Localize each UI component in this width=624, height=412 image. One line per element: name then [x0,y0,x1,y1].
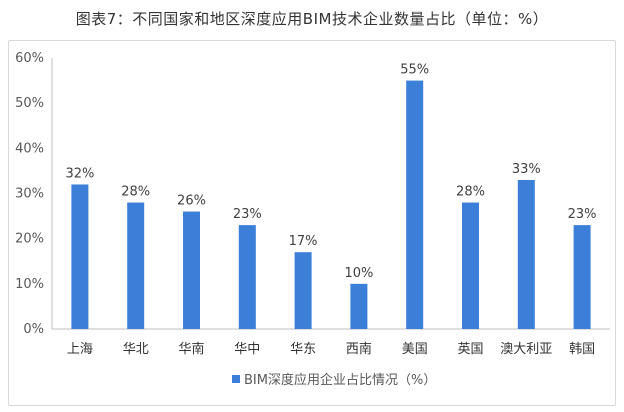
bar [294,252,312,329]
x-tick-label: 华北 [123,342,149,357]
y-tick-label: 30% [15,187,44,202]
y-tick-label: 40% [15,141,44,156]
bar [406,80,424,329]
bar [350,283,368,329]
chart-border [8,40,616,406]
bar [71,184,89,329]
x-tick-label: 华东 [290,342,316,357]
data-label: 33% [512,162,541,177]
x-tick-label: 韩国 [569,342,595,357]
bar [238,225,256,329]
bar [183,211,200,329]
bar [462,202,479,329]
data-label: 28% [121,185,150,200]
x-tick-label: 英国 [457,342,483,357]
y-tick-label: 60% [15,51,44,66]
data-label: 55% [400,63,429,78]
bar [127,202,145,329]
bar [573,225,591,329]
data-label: 23% [568,207,597,222]
y-tick-label: 20% [15,232,44,247]
y-tick-label: 10% [15,277,44,292]
y-tick-label: 0% [23,322,44,337]
x-tick-label: 上海 [67,342,93,357]
x-tick-label: 美国 [402,342,428,357]
chart-title: 图表7：不同国家和地区深度应用BIM技术企业数量占比（单位：%） [75,10,549,28]
data-label: 10% [344,266,373,281]
data-label: 23% [233,207,262,222]
x-tick-label: 华中 [234,342,260,357]
legend-swatch [232,375,240,383]
x-tick-label: 西南 [346,341,372,357]
data-label: 26% [177,194,206,209]
data-label: 28% [456,185,485,200]
data-label: 17% [289,234,318,249]
y-tick-label: 50% [15,96,44,111]
legend-label: BIM深度应用企业占比情况（%） [244,372,436,388]
data-label: 32% [65,166,94,181]
x-tick-label: 华南 [178,341,204,357]
x-tick-label: 澳大利亚 [500,341,552,357]
bar [517,179,535,329]
